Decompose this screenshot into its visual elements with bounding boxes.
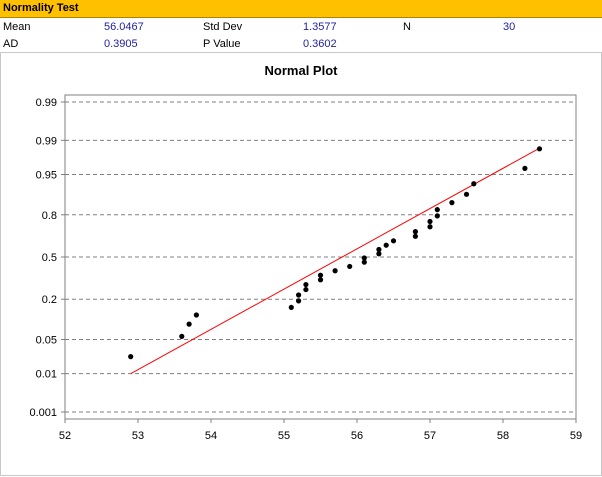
data-point xyxy=(179,333,185,339)
data-point xyxy=(434,207,440,213)
ad-label: AD xyxy=(3,38,19,50)
chart-title: Normal Plot xyxy=(265,63,339,78)
fit-line-layer xyxy=(130,147,540,375)
data-point xyxy=(303,281,309,288)
axis-layer: 0.001 0.01 0.05 0.2 0.5 0.8 0.95 0.99 0.99 52 53 54… xyxy=(29,97,582,442)
n-label: N xyxy=(403,21,411,33)
data-point xyxy=(303,286,309,293)
data-point xyxy=(412,233,418,239)
x-tick-label: 58 xyxy=(497,430,509,442)
data-point xyxy=(332,268,338,274)
data-point xyxy=(347,263,353,270)
x-tick-label: 53 xyxy=(132,430,144,442)
pvalue-value: 0.3602 xyxy=(303,38,337,50)
mean-value: 56.0467 xyxy=(104,21,144,33)
data-point xyxy=(434,213,440,219)
y-tick-label: 0.2 xyxy=(42,294,57,306)
n-value: 30 xyxy=(503,21,516,33)
data-point xyxy=(193,312,199,318)
points-layer xyxy=(128,146,543,360)
data-point xyxy=(317,272,324,278)
data-point xyxy=(390,238,397,244)
ad-value: 0.3905 xyxy=(104,38,138,50)
data-point xyxy=(361,255,367,261)
y-tick-label: 0.001 xyxy=(29,407,57,419)
data-point xyxy=(296,298,302,304)
stats-panel: Mean 56.0467 Std Dev 1.3577 N 30 AD 0.39… xyxy=(0,18,602,53)
mean-label: Mean xyxy=(3,21,31,33)
header-title: Normality Test xyxy=(3,2,79,14)
data-point xyxy=(361,259,367,265)
y-tick-label: 0.05 xyxy=(36,334,57,346)
x-tick-label: 59 xyxy=(570,430,582,442)
y-tick-label: 0.01 xyxy=(36,369,57,381)
data-point xyxy=(383,242,389,248)
y-tick-label: 0.99 xyxy=(36,135,57,147)
data-point xyxy=(463,191,470,197)
data-point xyxy=(522,165,528,171)
x-tick-label: 52 xyxy=(59,430,71,442)
x-tick-label: 56 xyxy=(351,430,363,442)
stddev-value: 1.3577 xyxy=(303,21,337,33)
data-point xyxy=(317,277,324,283)
data-point xyxy=(427,218,433,225)
stddev-label: Std Dev xyxy=(203,21,243,33)
y-tick-label: 0.8 xyxy=(42,210,57,222)
data-point xyxy=(536,146,543,152)
data-point xyxy=(449,200,455,206)
data-point xyxy=(427,224,433,230)
data-point xyxy=(376,246,382,253)
data-point xyxy=(471,181,477,187)
x-tick-label: 54 xyxy=(205,430,217,442)
y-tick-label: 0.95 xyxy=(36,170,57,182)
grid-layer xyxy=(65,101,576,413)
data-point xyxy=(128,354,134,360)
data-point xyxy=(412,229,418,235)
data-point xyxy=(288,304,294,311)
data-point xyxy=(296,292,302,298)
y-tick-label: 0.5 xyxy=(42,252,57,264)
normality-test-header: Normality Test xyxy=(0,0,602,18)
data-point xyxy=(186,321,192,327)
fit-line xyxy=(130,147,540,375)
x-tick-label: 57 xyxy=(424,430,436,442)
y-tick-label: 0.99 xyxy=(36,97,57,109)
data-point xyxy=(376,251,382,257)
x-tick-label: 55 xyxy=(278,430,290,442)
pvalue-label: P Value xyxy=(203,38,241,50)
